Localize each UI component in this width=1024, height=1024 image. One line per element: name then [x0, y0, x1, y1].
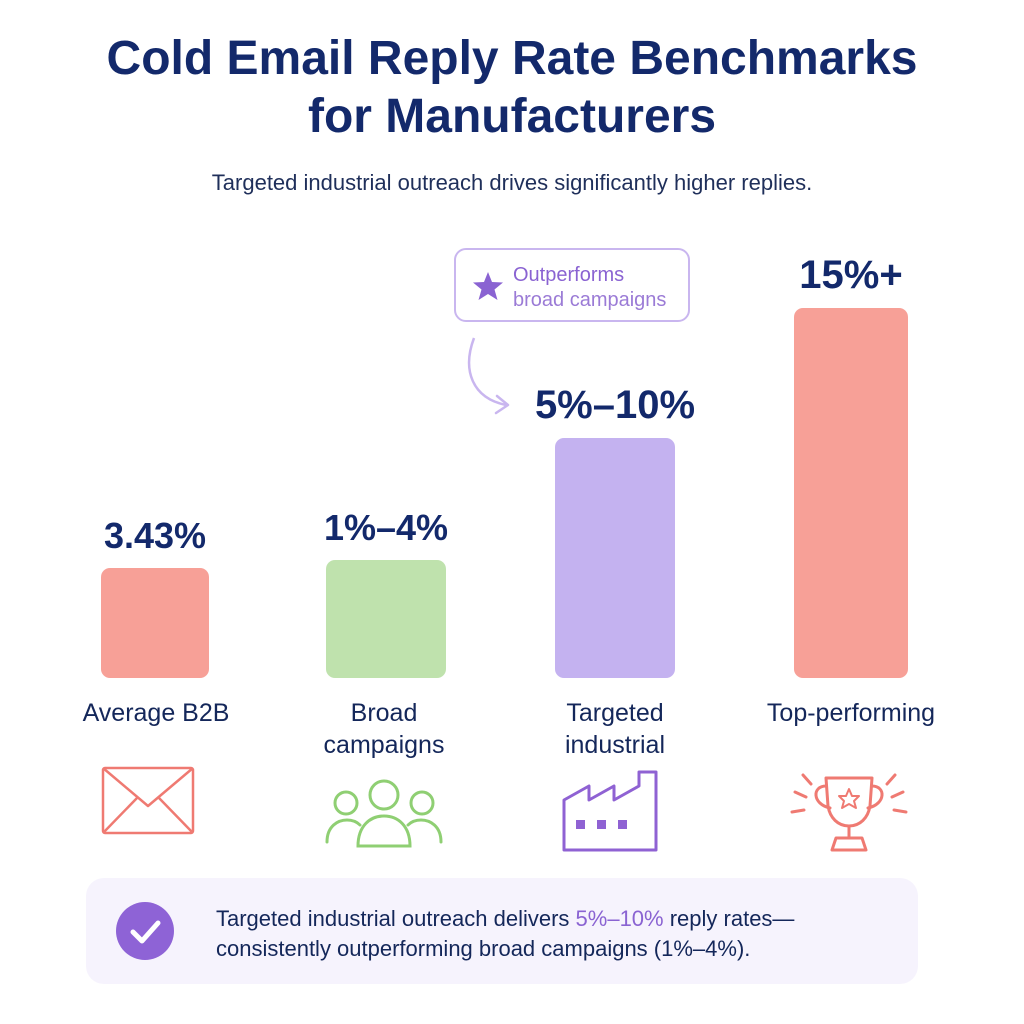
- summary-highlight: 5%–10%: [575, 906, 664, 931]
- value-label-broad-campaigns: 1%–4%: [324, 507, 448, 548]
- bar-average-b2b: [101, 568, 209, 678]
- factory-icon: [562, 770, 658, 852]
- summary-line-2: consistently outperforming broad campaig…: [216, 936, 751, 961]
- value-label-targeted-industrial: 5%–10%: [535, 383, 695, 427]
- summary-text-before: Targeted industrial outreach delivers: [216, 906, 576, 931]
- checkmark-icon: [116, 902, 174, 960]
- people-icon: [325, 779, 443, 848]
- callout-arrow: [467, 337, 510, 415]
- value-label-top-performing: 15%+: [799, 253, 902, 297]
- summary-line-1: Targeted industrial outreach delivers 5%…: [216, 904, 794, 934]
- envelope-icon: [101, 766, 195, 835]
- chart-title-line-1: Cold Email Reply Rate Benchmarks: [106, 32, 918, 85]
- category-label-broad-campaigns: Broad campaigns: [286, 697, 482, 761]
- callout-line-1: Outperforms: [513, 264, 625, 286]
- chart-title: Cold Email Reply Rate Benchmarks for Man…: [0, 30, 1024, 146]
- category-label-average-b2b: Average B2B: [82, 699, 230, 727]
- star-icon: [473, 272, 503, 300]
- chart-title-line-2: for Manufacturers: [307, 90, 717, 143]
- category-label-broad-line-2: campaigns: [323, 731, 445, 759]
- callout-box: Outperforms broad campaigns: [454, 248, 690, 322]
- trophy-icon: [790, 773, 908, 852]
- category-label-targeted-industrial: Targeted industrial: [515, 697, 715, 761]
- category-label-broad-line-1: Broad: [350, 699, 418, 727]
- callout-line-2: broad campaigns: [513, 289, 667, 311]
- summary-box: Targeted industrial outreach delivers 5%…: [86, 878, 918, 984]
- category-label-top-performing: Top-performing: [766, 699, 936, 727]
- chart-subtitle: Targeted industrial outreach drives sign…: [211, 170, 813, 195]
- category-label-targeted-line-1: Targeted: [566, 699, 664, 727]
- value-label-average-b2b: 3.43%: [104, 515, 206, 556]
- summary-text: Targeted industrial outreach delivers 5%…: [216, 904, 794, 964]
- summary-text-after: reply rates—: [663, 906, 795, 931]
- bar-top-performing: [794, 308, 908, 678]
- category-label-targeted-line-2: industrial: [564, 731, 666, 759]
- bar-targeted-industrial: [555, 438, 675, 678]
- bar-broad-campaigns: [326, 560, 446, 678]
